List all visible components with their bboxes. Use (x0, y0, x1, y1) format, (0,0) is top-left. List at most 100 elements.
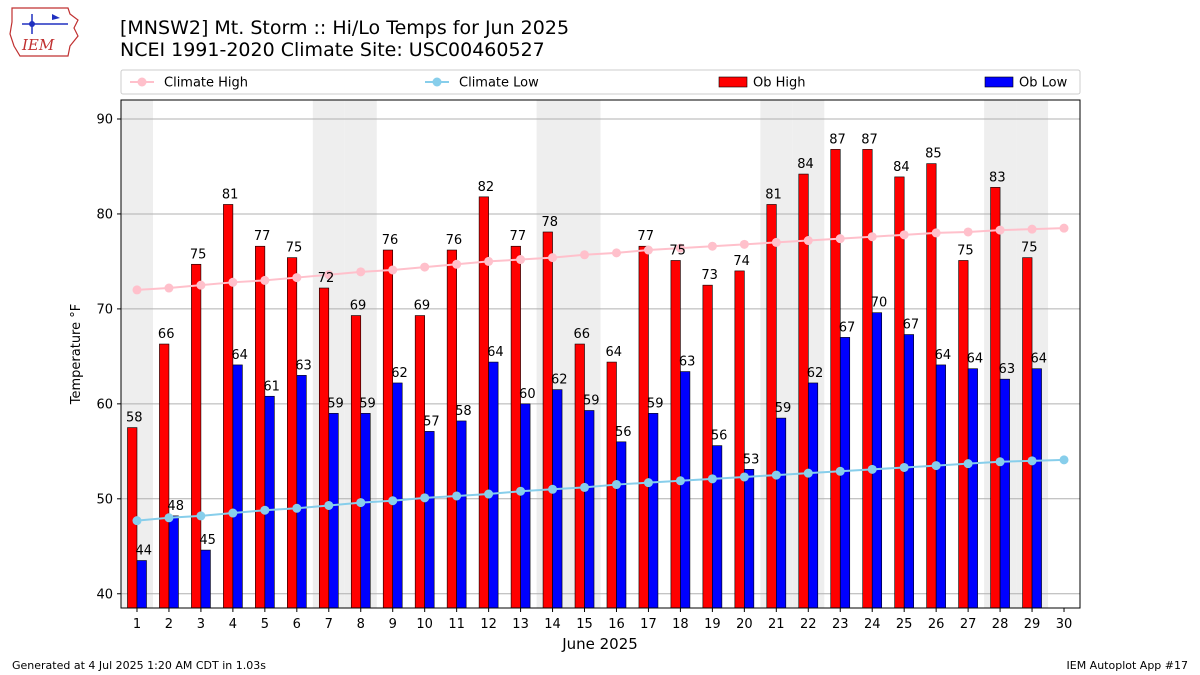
ob-low-bar-4 (232, 364, 243, 609)
climate-high-point-4 (228, 277, 238, 287)
climate-low-point-9 (388, 496, 398, 506)
x-tick-label-19: 19 (704, 617, 721, 632)
chart-title-line1: [MNSW2] Mt. Storm :: Hi/Lo Temps for Jun… (120, 17, 570, 39)
climate-low-point-10 (420, 493, 430, 503)
ob-high-label-4: 81 (222, 187, 239, 202)
iem-logo: IEM (9, 7, 79, 57)
ob-low-bar-27 (967, 368, 978, 609)
x-tick-label-6: 6 (293, 617, 301, 632)
climate-low-point-5 (260, 505, 270, 515)
ob-high-bar-4 (223, 204, 234, 609)
climate-high-point-15 (580, 250, 590, 260)
ob-low-label-5: 61 (263, 379, 280, 394)
climate-low-point-7 (324, 500, 334, 510)
climate-high-point-16 (611, 248, 621, 258)
app-note: IEM Autoplot App #17 (1066, 659, 1189, 672)
x-tick-label-27: 27 (960, 617, 977, 632)
ob-high-bar-10 (414, 315, 425, 609)
ob-high-bar-19 (702, 284, 713, 609)
ob-high-label-29: 75 (1021, 241, 1038, 256)
ob-low-bar-22 (807, 382, 819, 609)
ob-low-label-2: 48 (167, 499, 184, 514)
ob-high-label-23: 87 (829, 132, 846, 147)
x-tick-label-20: 20 (736, 617, 753, 632)
climate-low-point-28 (995, 457, 1005, 467)
climate-low-point-1 (132, 516, 142, 526)
ob-high-bar-20 (734, 270, 745, 609)
climate-high-point-20 (739, 239, 749, 249)
climate-low-point-25 (899, 462, 909, 472)
y-tick-label-60: 60 (96, 397, 113, 412)
ob-high-label-11: 76 (446, 233, 463, 248)
x-axis-label: June 2025 (561, 635, 638, 653)
climate-low-point-27 (963, 459, 973, 469)
logo-text: IEM (21, 36, 55, 54)
ob-high-label-19: 73 (701, 268, 718, 283)
climate-low-point-11 (452, 491, 462, 501)
climate-high-point-13 (516, 255, 526, 265)
climate-low-point-18 (675, 476, 685, 486)
plot-frame (120, 99, 1081, 609)
legend-ob-high-swatch (718, 76, 748, 88)
climate-low-point-24 (867, 464, 877, 474)
ob-low-label-9: 62 (391, 366, 408, 381)
x-tick-label-25: 25 (896, 617, 913, 632)
ob-high-bar-29 (1022, 257, 1033, 609)
ob-high-bar-7 (318, 287, 330, 609)
x-tick-label-16: 16 (608, 617, 625, 632)
ob-high-label-26: 85 (925, 147, 942, 162)
ob-high-bar-17 (638, 245, 649, 609)
ob-low-bar-19 (712, 445, 723, 609)
x-tick-label-12: 12 (480, 617, 497, 632)
ob-low-label-12: 64 (487, 345, 504, 360)
ob-low-label-18: 63 (679, 355, 696, 370)
ob-high-bar-6 (287, 257, 298, 609)
ob-low-bar-13 (520, 403, 531, 609)
ob-low-bar-28 (999, 378, 1010, 609)
climate-high-line (136, 227, 1065, 291)
ob-high-bar-24 (862, 149, 873, 609)
ob-high-label-15: 66 (573, 327, 590, 342)
ob-low-bar-3 (200, 549, 211, 609)
ob-low-bar-14 (552, 389, 563, 609)
climate-high-point-17 (643, 245, 653, 255)
ob-high-label-18: 75 (669, 243, 686, 258)
legend (120, 69, 1081, 95)
x-tick-label-23: 23 (832, 617, 849, 632)
ob-high-bar-5 (255, 245, 266, 609)
ob-low-bar-17 (648, 413, 659, 609)
x-tick-label-7: 7 (325, 617, 333, 632)
ob-high-label-9: 76 (382, 233, 399, 248)
ob-high-label-21: 81 (765, 187, 782, 202)
climate-high-point-28 (995, 225, 1005, 235)
legend-climate-high-label: Climate High (164, 76, 248, 91)
climate-high-point-2 (164, 283, 174, 293)
ob-low-bar-15 (584, 410, 595, 609)
climate-high-point-11 (452, 259, 462, 269)
ob-high-label-10: 69 (414, 299, 431, 314)
ob-low-label-26: 64 (935, 348, 952, 363)
climate-lines (132, 223, 1069, 526)
grid-lines (121, 118, 1080, 595)
ob-low-label-20: 53 (743, 452, 760, 467)
climate-low-point-14 (548, 484, 558, 494)
climate-high-point-25 (899, 230, 909, 240)
x-tick-label-2: 2 (165, 617, 173, 632)
climate-low-point-19 (707, 474, 717, 484)
legend-climate-high-marker (137, 77, 147, 87)
x-tick-label-11: 11 (448, 617, 465, 632)
climate-low-point-30 (1059, 455, 1069, 465)
x-tick-label-21: 21 (768, 617, 785, 632)
ob-low-bar-2 (168, 515, 179, 609)
x-tick-label-29: 29 (1024, 617, 1041, 632)
ob-low-label-23: 67 (839, 320, 856, 335)
ob-high-label-8: 69 (350, 299, 367, 314)
ob-high-bar-2 (159, 343, 170, 609)
ob-high-label-1: 58 (126, 411, 143, 426)
ob-high-label-27: 75 (957, 243, 974, 258)
climate-high-point-8 (356, 267, 366, 277)
climate-low-point-22 (803, 468, 813, 478)
ob-low-label-1: 44 (135, 544, 152, 559)
ob-low-bar-26 (935, 364, 946, 609)
ob-high-bar-3 (191, 263, 202, 609)
